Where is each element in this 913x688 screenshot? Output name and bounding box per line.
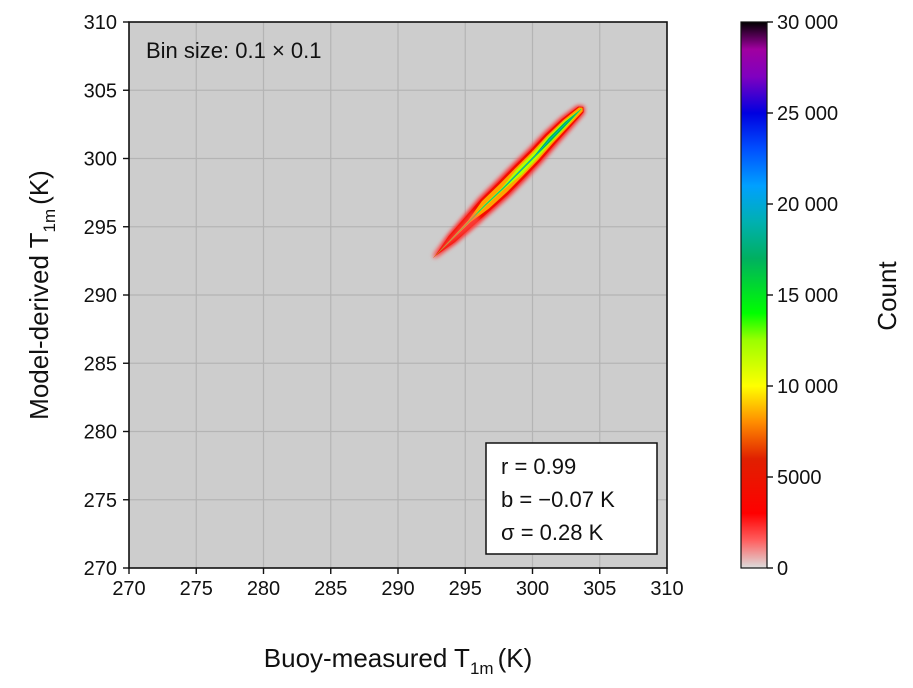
y-tick-label: 285 xyxy=(84,353,117,375)
colorbar-tick-label: 25 000 xyxy=(777,103,838,125)
y-axis-title: Model-derived T1m (K) xyxy=(24,170,59,420)
x-tick-label: 270 xyxy=(112,578,145,600)
grid-lines xyxy=(129,22,667,568)
density-histogram xyxy=(432,105,585,259)
colorbar-ticks: 0 5000 10 000 15 000 20 000 25 000 30 000 xyxy=(767,12,838,580)
y-tick-label: 305 xyxy=(84,80,117,102)
stat-sigma: σ = 0.28 K xyxy=(501,520,604,545)
x-tick-label: 275 xyxy=(180,578,213,600)
x-tick-label: 300 xyxy=(516,578,549,600)
y-tick-label: 295 xyxy=(84,217,117,239)
x-tick-label: 290 xyxy=(381,578,414,600)
x-axis-ticks: 270 275 280 285 290 295 300 305 310 xyxy=(112,568,684,600)
x-tick-label: 295 xyxy=(449,578,482,600)
x-tick-label: 310 xyxy=(650,578,683,600)
y-tick-label: 270 xyxy=(84,558,117,580)
stat-r: r = 0.99 xyxy=(501,454,576,479)
y-axis-title-unit: (K) xyxy=(24,170,54,205)
x-axis-title-sub: 1m xyxy=(470,659,494,678)
colorbar-tick-label: 30 000 xyxy=(777,12,838,34)
y-axis-title-main: Model-derived T xyxy=(24,232,54,420)
y-tick-label: 300 xyxy=(84,149,117,171)
y-axis-ticks: 270 275 280 285 290 295 300 305 310 xyxy=(84,12,129,580)
colorbar-tick-label: 0 xyxy=(777,558,788,580)
x-axis-title: Buoy-measured T1m (K) xyxy=(264,643,532,678)
colorbar-tick-label: 20 000 xyxy=(777,194,838,216)
density-tail xyxy=(432,210,482,257)
x-axis-title-main: Buoy-measured T xyxy=(264,643,470,673)
x-tick-label: 280 xyxy=(247,578,280,600)
stats-box-frame xyxy=(485,442,658,555)
colorbar-tick-label: 5000 xyxy=(777,467,822,489)
x-tick-label: 305 xyxy=(583,578,616,600)
x-axis-title-unit: (K) xyxy=(498,643,533,673)
colorbar-label: Count xyxy=(872,261,902,331)
y-axis-title-sub: 1m xyxy=(40,209,59,233)
x-tick-label: 285 xyxy=(314,578,347,600)
colorbar-tick-label: 15 000 xyxy=(777,285,838,307)
y-tick-label: 275 xyxy=(84,490,117,512)
y-tick-label: 280 xyxy=(84,422,117,444)
y-tick-label: 310 xyxy=(84,12,117,34)
colorbar xyxy=(741,22,767,568)
stat-bias: b = −0.07 K xyxy=(501,487,615,512)
bin-size-annotation: Bin size: 0.1 × 0.1 xyxy=(146,38,322,63)
stats-box: r = 0.99 b = −0.07 K σ = 0.28 K xyxy=(485,442,658,555)
y-tick-label: 290 xyxy=(84,285,117,307)
colorbar-tick-label: 10 000 xyxy=(777,376,838,398)
